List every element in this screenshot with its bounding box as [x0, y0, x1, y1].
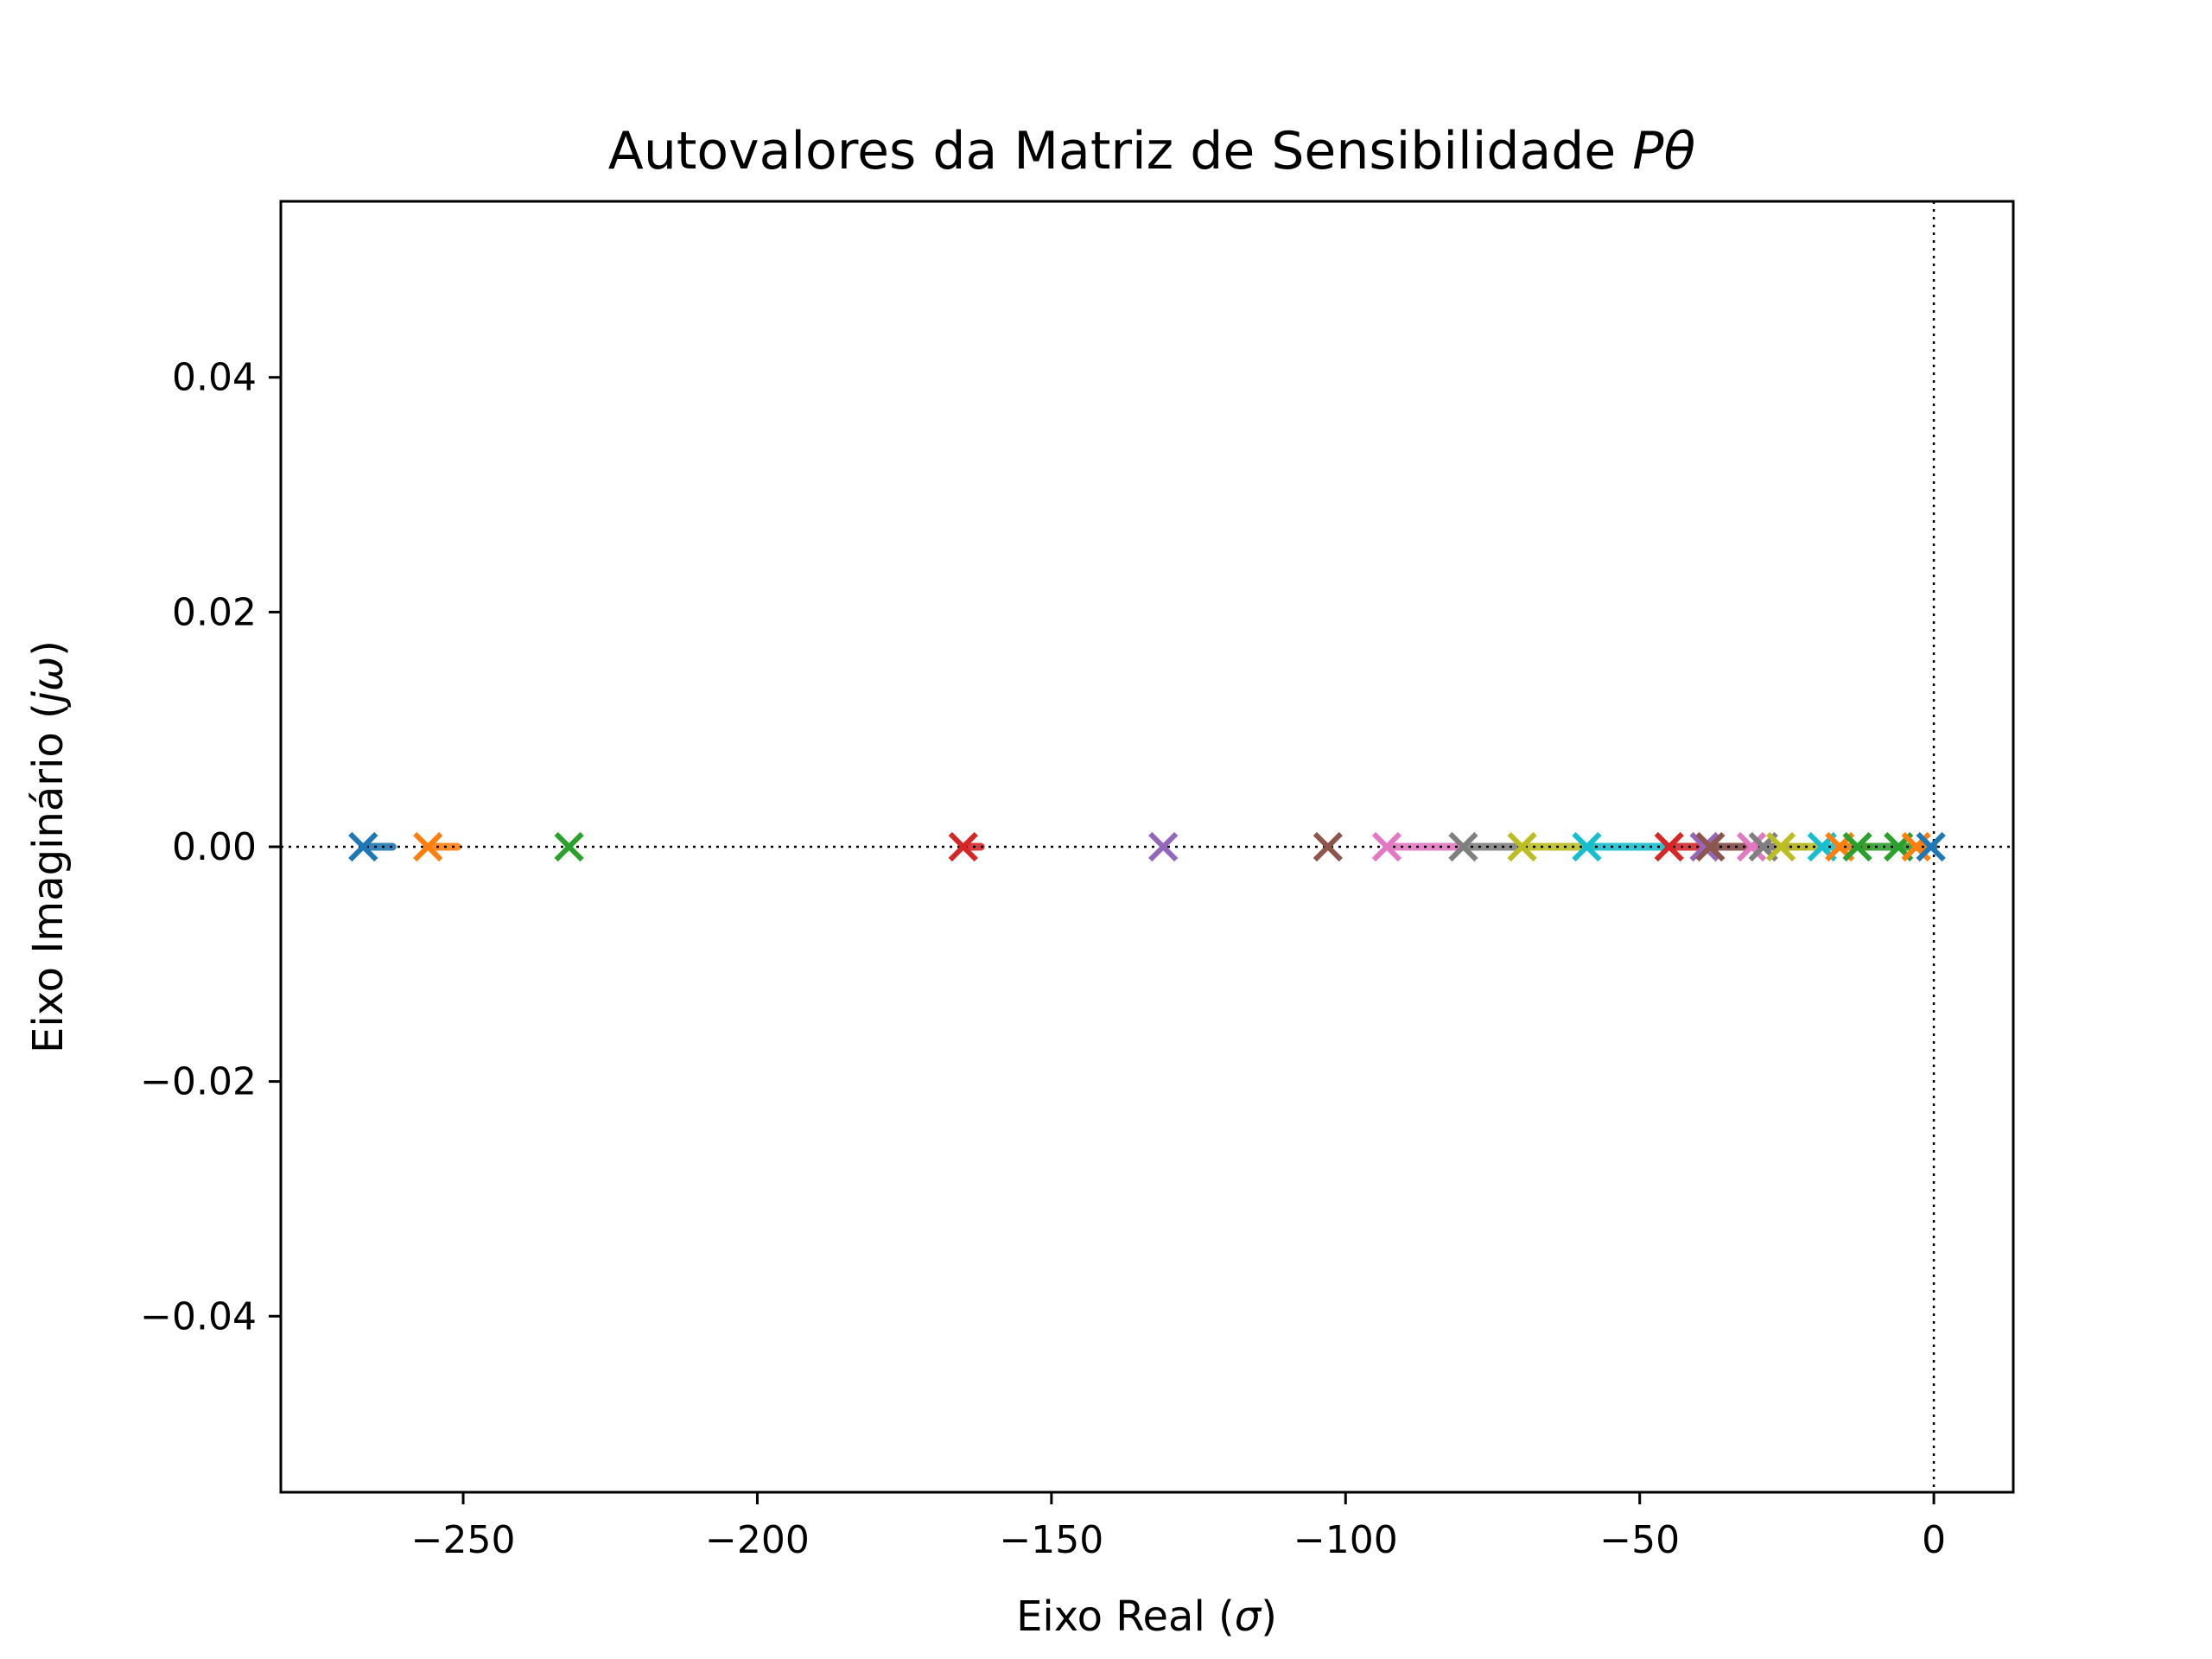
marker-stroke [1765, 831, 1796, 862]
eigenvalue-marker [1313, 831, 1343, 862]
eigenvalue-marker [1842, 831, 1872, 862]
eigenvalue-marker [948, 831, 978, 862]
marker-stroke [1371, 831, 1402, 862]
eigenvalue-marker [554, 831, 584, 862]
eigenvalue-marker [1916, 831, 1946, 862]
eigenvalue-marker [348, 831, 378, 862]
marker-stroke [1842, 831, 1872, 862]
y-tick-label: −0.02 [140, 1060, 257, 1104]
marker-stroke [1148, 831, 1179, 862]
x-tick-label: 0 [1922, 1518, 1946, 1562]
marker-stroke [554, 831, 584, 862]
eigenvalue-marker [1371, 831, 1402, 862]
eigenvalue-marker [1689, 831, 1719, 862]
eigenvalue-marker [1572, 831, 1602, 862]
marker-stroke [1695, 831, 1726, 862]
marker-stroke [1916, 831, 1946, 862]
eigenvalue-marker [1448, 831, 1478, 862]
marker-stroke [413, 831, 443, 862]
x-axis: −250 −200 −150 −100 −50 0 [411, 1492, 1946, 1562]
marker-stroke [948, 831, 978, 862]
x-tick-label: −150 [999, 1518, 1103, 1562]
x-tick-label: −250 [411, 1518, 516, 1562]
marker-stroke [1448, 831, 1478, 862]
y-tick-label: 0.02 [172, 590, 257, 634]
chart-title: Autovalores da Matriz de Sensibilidade P… [608, 121, 1695, 181]
marker-stroke [1572, 831, 1602, 862]
y-tick-label: 0.04 [172, 356, 257, 400]
marker-stroke [1736, 831, 1767, 862]
marker-layer [348, 831, 1946, 862]
x-tick-label: −200 [705, 1518, 810, 1562]
marker-stroke [1689, 831, 1719, 862]
marker-stroke [1313, 831, 1343, 862]
y-axis-label: Eixo Imaginário (jω) [24, 640, 73, 1053]
eigenvalue-marker [1765, 831, 1796, 862]
eigenvalue-marker [1148, 831, 1179, 862]
marker-stroke [1507, 831, 1537, 862]
eigenvalue-marker [1507, 831, 1537, 862]
x-axis-label: Eixo Real (σ) [1016, 1592, 1277, 1641]
eigenvalue-marker [413, 831, 443, 862]
y-axis: 0.04 0.02 0.00 −0.02 −0.04 [140, 356, 281, 1338]
marker-stroke [1654, 831, 1684, 862]
y-tick-label: 0.00 [172, 825, 257, 869]
eigenvalue-marker [1695, 831, 1726, 862]
eigenvalue-marker [1736, 831, 1767, 862]
marker-stroke [348, 831, 378, 862]
y-tick-label: −0.04 [140, 1294, 257, 1338]
x-tick-label: −50 [1599, 1518, 1680, 1562]
x-tick-label: −100 [1294, 1518, 1398, 1562]
eigenvalue-marker [1654, 831, 1684, 862]
